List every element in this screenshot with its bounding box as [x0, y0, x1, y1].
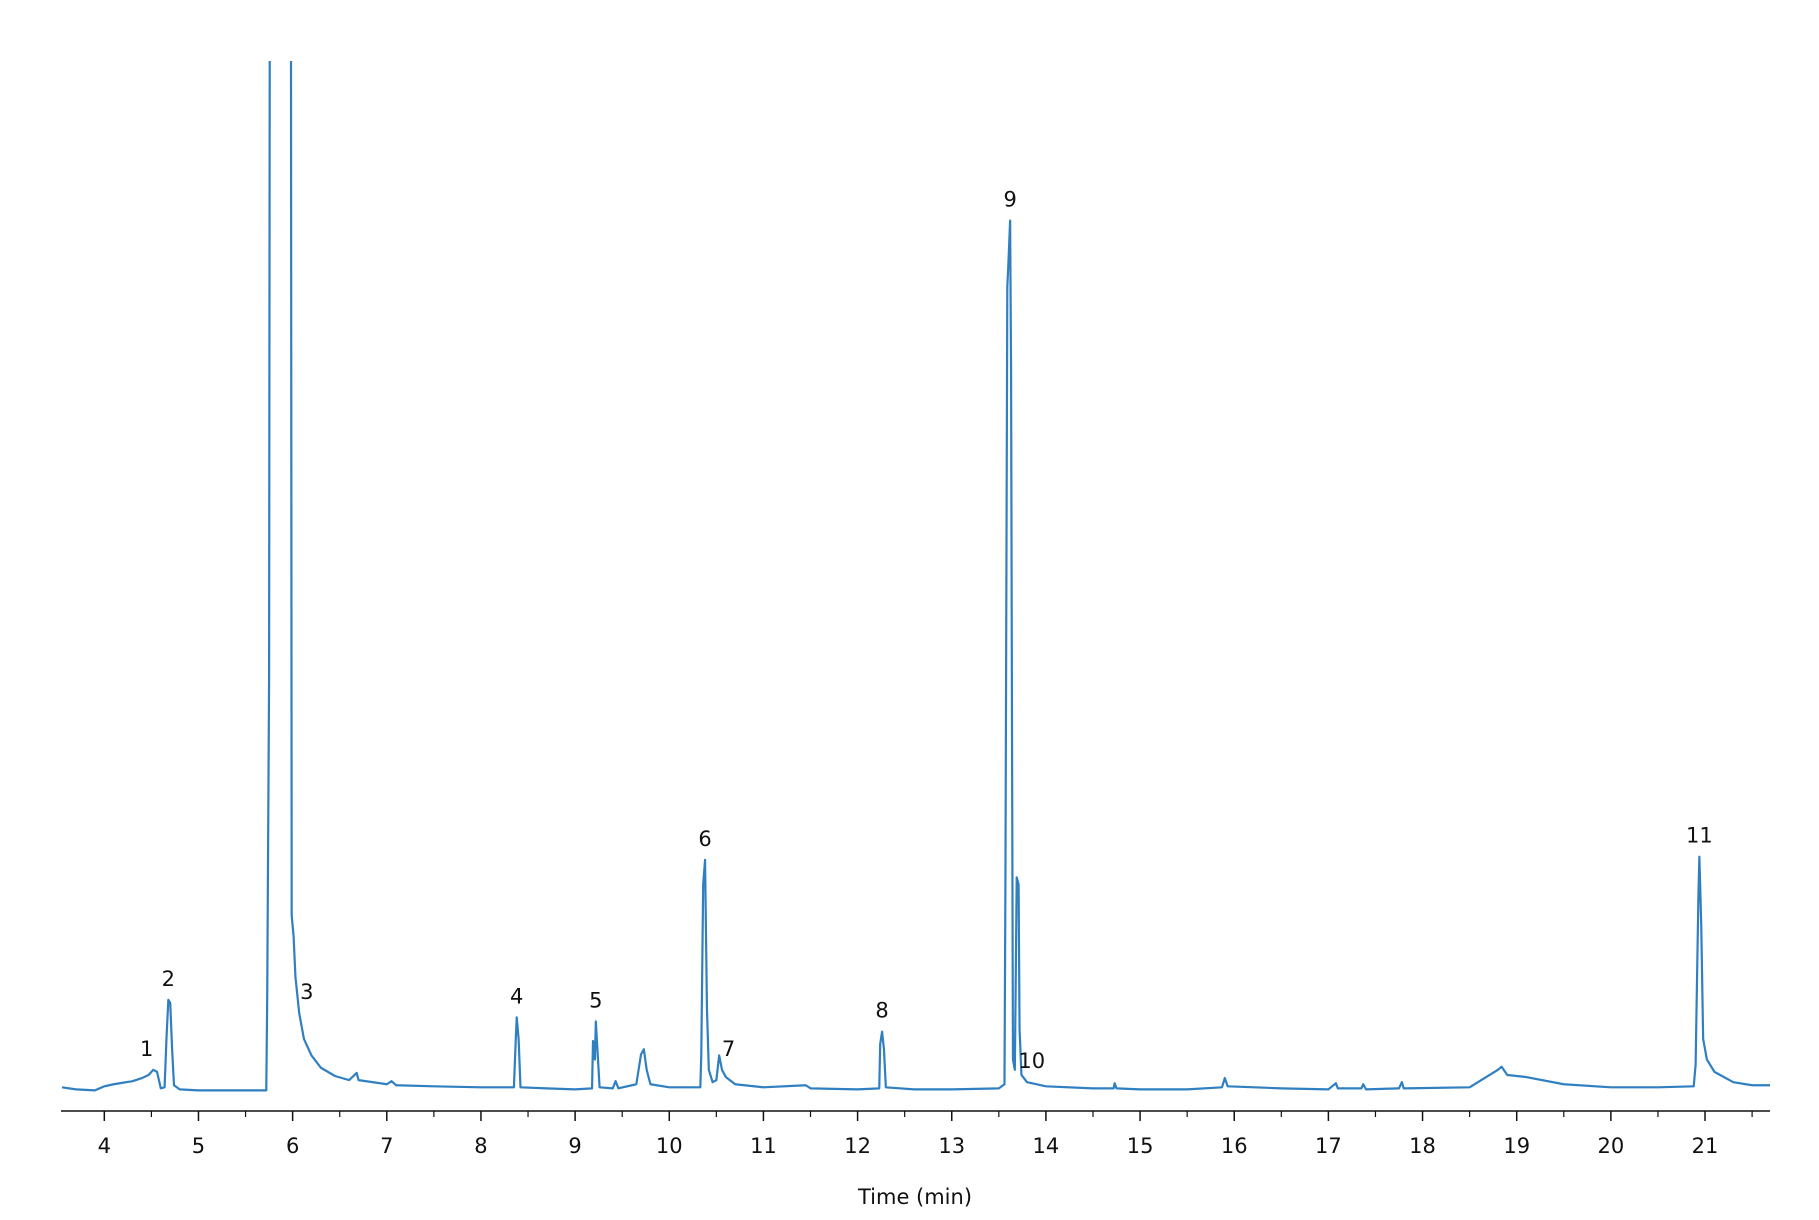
- peak-label: 8: [875, 999, 888, 1023]
- x-tick-label: 21: [1692, 1134, 1719, 1158]
- x-tick-label: 15: [1127, 1134, 1154, 1158]
- x-tick-label: 8: [474, 1134, 487, 1158]
- x-tick-label: 11: [750, 1134, 777, 1158]
- x-tick-label: 6: [286, 1134, 299, 1158]
- x-tick-label: 10: [656, 1134, 683, 1158]
- trace: [61, 61, 1770, 1092]
- peak-label: 6: [698, 827, 711, 851]
- x-tick-label: 13: [938, 1134, 965, 1158]
- peak-label: 4: [510, 984, 523, 1008]
- x-tick-label: 18: [1409, 1134, 1436, 1158]
- x-tick-label: 7: [380, 1134, 393, 1158]
- x-tick-label: 20: [1598, 1134, 1625, 1158]
- peak-label: 10: [1018, 1049, 1045, 1073]
- peak-label: 3: [300, 980, 313, 1004]
- peak-label: 7: [722, 1037, 735, 1061]
- x-tick-label: 19: [1503, 1134, 1530, 1158]
- peak-label: 2: [162, 967, 175, 991]
- x-tick-label: 12: [844, 1134, 871, 1158]
- peak-label: 5: [589, 988, 602, 1012]
- x-tick-label: 5: [192, 1134, 205, 1158]
- x-tick-label: 4: [98, 1134, 111, 1158]
- peak-label: 9: [1003, 188, 1016, 212]
- x-axis-label: Time (min): [857, 1185, 972, 1209]
- x-tick-label: 17: [1315, 1134, 1342, 1158]
- x-tick-label: 16: [1221, 1134, 1248, 1158]
- x-tick-label: 14: [1033, 1134, 1060, 1158]
- x-tick-label: 9: [568, 1134, 581, 1158]
- peak-label: 1: [140, 1037, 153, 1061]
- peak-label: 11: [1686, 824, 1713, 848]
